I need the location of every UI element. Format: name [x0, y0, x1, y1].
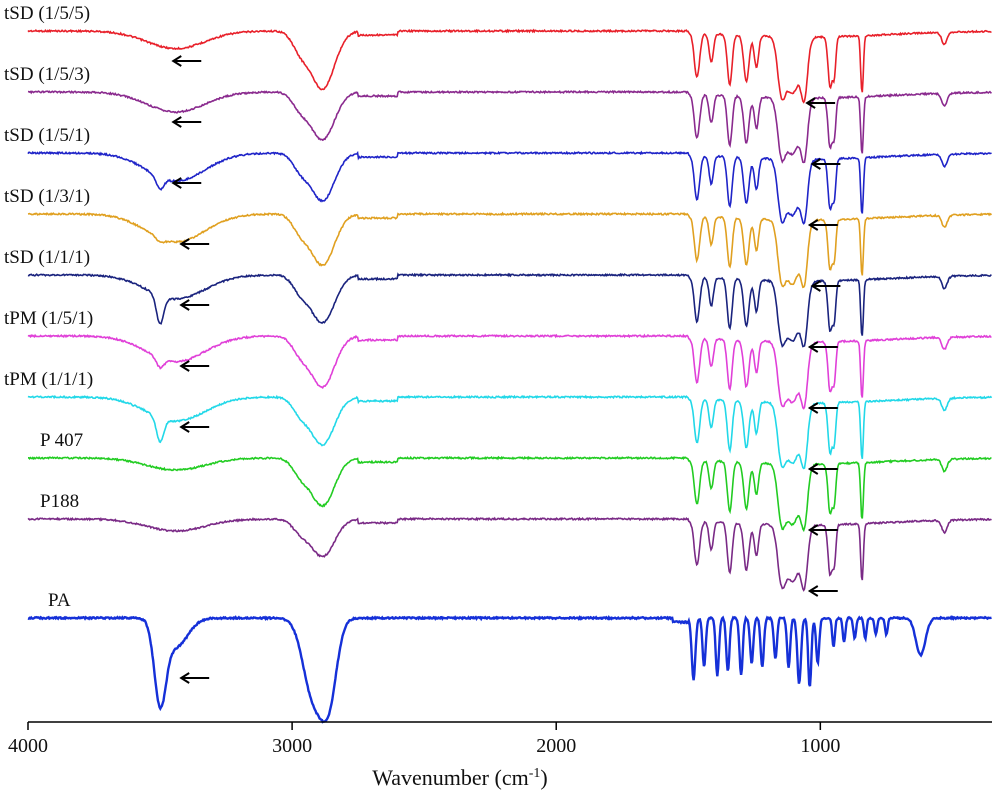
annotation-arrows: [171, 55, 841, 684]
series-labels: tSD (1/5/5) tSD (1/5/3) tSD (1/5/1) tSD (1/…: [4, 3, 93, 611]
series-label: P188: [40, 491, 79, 512]
annotation-arrow: [807, 341, 838, 353]
annotation-arrow: [807, 219, 838, 231]
series-label: tSD (1/5/1): [4, 125, 90, 146]
spectrum-line: [27, 333, 992, 410]
annotation-arrow: [179, 238, 210, 250]
annotation-arrow: [807, 402, 838, 414]
annotation-arrow: [179, 421, 210, 433]
spectrum-line: [27, 28, 992, 104]
series-label: tSD (1/5/3): [4, 64, 90, 85]
spectrum-line: [27, 614, 992, 724]
spectrum-line: [27, 272, 992, 348]
x-axis-ticks: 4000 3000 2000 1000: [8, 722, 840, 757]
x-axis-title-superscript: -1: [529, 766, 541, 781]
series-label: tSD (1/5/5): [4, 3, 90, 24]
annotation-arrow: [179, 299, 210, 311]
annotation-arrow: [171, 177, 202, 189]
annotation-arrow: [179, 360, 210, 372]
annotation-arrow: [171, 116, 202, 128]
annotation-arrow: [805, 97, 836, 109]
annotation-arrow: [807, 585, 838, 597]
series-label: P 407: [40, 430, 83, 451]
series-label: tSD (1/1/1): [4, 247, 90, 268]
x-tick-label: 2000: [536, 735, 576, 757]
spectrum-line: [27, 89, 992, 164]
spectrum-line: [27, 516, 992, 592]
series-label: tSD (1/3/1): [4, 186, 90, 207]
annotation-arrow: [179, 672, 210, 684]
x-axis-title: Wavenumber (cm-1): [372, 765, 547, 790]
series-label: tPM (1/5/1): [4, 308, 93, 329]
spectra-layer: [27, 28, 993, 724]
x-tick-label: 3000: [272, 735, 312, 757]
x-tick-label: 4000: [8, 735, 48, 757]
spectrum-line: [27, 150, 992, 225]
series-label: PA: [48, 590, 71, 611]
annotation-arrow: [807, 463, 838, 475]
annotation-arrow: [810, 280, 841, 292]
annotation-arrow: [810, 158, 841, 170]
series-label: tPM (1/1/1): [4, 369, 93, 390]
x-tick-label: 1000: [800, 735, 840, 757]
annotation-arrow: [171, 55, 202, 67]
annotation-arrow: [807, 524, 838, 536]
spectrum-line: [28, 455, 992, 533]
spectrum-line: [27, 211, 993, 289]
spectrum-line: [27, 394, 993, 470]
